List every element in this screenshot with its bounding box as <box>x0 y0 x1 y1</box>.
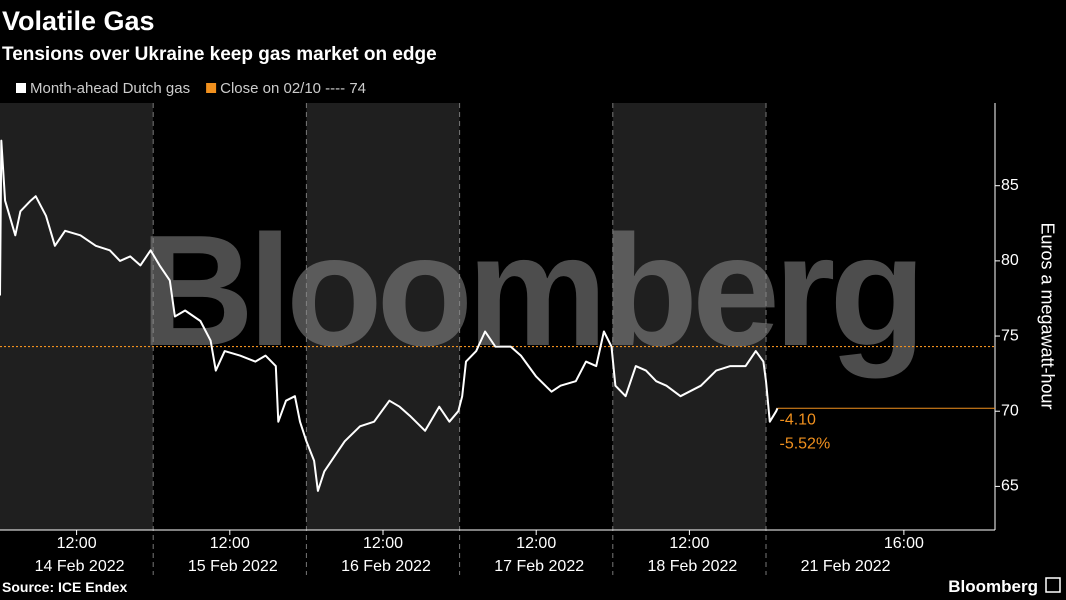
x-day-label: 18 Feb 2022 <box>647 558 737 575</box>
legend-label: Close on 02/10 ---- 74 <box>220 80 366 97</box>
source: Source: ICE Endex <box>2 579 127 595</box>
x-tick-label: 12:00 <box>210 535 250 552</box>
watermark: Bloomberg <box>140 203 920 379</box>
series-line <box>0 139 779 492</box>
brand-icon <box>1045 577 1061 593</box>
day-band <box>153 103 307 530</box>
legend-label: Month-ahead Dutch gas <box>30 80 190 97</box>
x-day-label: 21 Feb 2022 <box>801 558 891 575</box>
day-band <box>612 103 766 530</box>
annotation: -4.10 <box>779 411 816 428</box>
x-tick-label: 16:00 <box>884 535 924 552</box>
x-tick-label: 12:00 <box>669 535 709 552</box>
x-day-label: 16 Feb 2022 <box>341 558 431 575</box>
x-day-label: 17 Feb 2022 <box>494 558 584 575</box>
chart-title: Volatile Gas <box>2 6 155 36</box>
x-tick-label: 12:00 <box>363 535 403 552</box>
x-tick-label: 12:00 <box>516 535 556 552</box>
annotation: -5.52% <box>779 435 830 452</box>
day-band <box>459 103 613 530</box>
legend-swatch <box>16 83 26 93</box>
y-tick-label: 65 <box>1001 478 1019 495</box>
chart-subtitle: Tensions over Ukraine keep gas market on… <box>2 44 437 65</box>
x-tick-label: 12:00 <box>57 535 97 552</box>
legend-swatch <box>206 83 217 93</box>
x-day-label: 14 Feb 2022 <box>35 558 125 575</box>
y-axis-title: Euros a megawatt-hour <box>1037 222 1057 409</box>
x-day-label: 15 Feb 2022 <box>188 558 278 575</box>
day-band <box>0 103 154 530</box>
y-tick-label: 80 <box>1001 252 1019 269</box>
brand: Bloomberg <box>948 577 1038 596</box>
y-tick-label: 75 <box>1001 327 1019 344</box>
day-band <box>766 103 995 530</box>
y-tick-label: 70 <box>1001 402 1019 419</box>
y-tick-label: 85 <box>1001 177 1019 194</box>
